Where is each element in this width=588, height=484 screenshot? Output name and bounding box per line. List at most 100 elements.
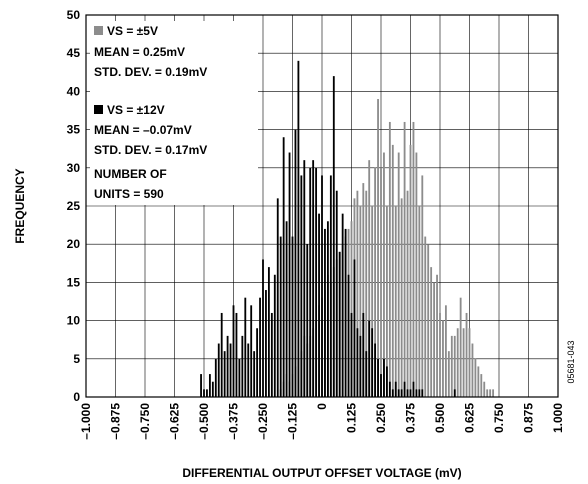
y-axis-label: FREQUENCY xyxy=(13,168,27,243)
histogram-bar xyxy=(385,206,388,397)
histogram-bar xyxy=(214,358,217,397)
y-tick-labels: 0 5 10 15 20 25 30 35 40 45 50 xyxy=(67,8,81,404)
histogram-bar xyxy=(211,381,214,397)
histogram-bar xyxy=(338,251,341,397)
histogram-bar xyxy=(474,358,477,397)
histogram-bar xyxy=(250,305,253,397)
y-tick-label: 15 xyxy=(67,275,81,289)
x-tick-label: –0.250 xyxy=(256,403,270,440)
y-tick-label: 0 xyxy=(73,390,80,404)
histogram-bar xyxy=(306,244,309,397)
histogram-bar xyxy=(241,335,244,397)
histogram-bar xyxy=(430,267,433,397)
histogram-bar xyxy=(377,358,379,397)
histogram-bar xyxy=(276,198,279,397)
histogram-bar xyxy=(427,244,430,397)
x-tick-label: –0.625 xyxy=(168,403,182,440)
histogram-bar xyxy=(433,282,436,397)
histogram-bar xyxy=(492,389,495,397)
histogram-bar xyxy=(397,152,400,397)
histogram-bar xyxy=(415,152,418,397)
histogram-bar xyxy=(388,381,391,397)
legend-swatch-vs12 xyxy=(94,105,103,114)
histogram-bar xyxy=(238,358,241,397)
histogram-bar xyxy=(409,389,412,397)
plot-frame xyxy=(85,14,559,398)
histogram-bar xyxy=(406,190,409,397)
histogram-bar xyxy=(394,381,397,397)
x-tick-label: 1.000 xyxy=(551,403,565,433)
legend: VS = ±5V MEAN = 0.25mV STD. DEV. = 0.19m… xyxy=(90,21,258,205)
histogram-bar xyxy=(453,335,456,397)
histogram-bar xyxy=(450,335,453,397)
annotation-number-of: NUMBER OF xyxy=(94,167,167,181)
x-tick-label: 0.125 xyxy=(345,403,359,433)
x-tick-label: 0 xyxy=(315,403,329,410)
x-tick-label: 0.625 xyxy=(463,403,477,433)
histogram-bar xyxy=(226,335,229,397)
histogram-bar xyxy=(480,374,483,397)
histogram-bar xyxy=(309,167,312,397)
histogram-bar xyxy=(206,389,208,397)
histogram-bar xyxy=(489,389,492,397)
histogram-bar xyxy=(483,381,486,397)
x-tick-label: 0.500 xyxy=(433,403,447,433)
histogram-bar xyxy=(371,206,374,397)
histogram-bar xyxy=(303,160,306,397)
histogram-bar xyxy=(468,328,471,397)
series-vs5-bars xyxy=(279,99,495,398)
histogram-bar xyxy=(297,60,300,398)
histogram-bar xyxy=(403,121,406,398)
y-tick-label: 45 xyxy=(67,46,81,60)
histogram-bar xyxy=(267,267,270,397)
histogram-bar xyxy=(282,137,285,398)
legend-mean-vs5: MEAN = 0.25mV xyxy=(94,45,185,59)
histogram-bar xyxy=(200,374,202,397)
legend-mean-vs12: MEAN = –0.07mV xyxy=(94,123,192,137)
histogram-bar xyxy=(359,335,362,397)
y-tick-label: 50 xyxy=(67,8,81,22)
histogram-bar xyxy=(262,259,264,397)
histogram-bar xyxy=(279,236,282,397)
histogram-bar xyxy=(409,144,412,397)
histogram-bar xyxy=(288,152,291,397)
histogram-bar xyxy=(400,389,403,397)
x-tick-label: –0.500 xyxy=(197,403,211,440)
histogram-bar xyxy=(332,76,335,398)
histogram-bar xyxy=(477,366,480,397)
histogram-bar xyxy=(285,221,288,397)
x-tick-labels: –1.000 –0.875 –0.750 –0.625 –0.500 –0.375 –0.2… xyxy=(79,403,565,440)
histogram-bar xyxy=(247,343,250,397)
histogram-bar xyxy=(388,121,391,398)
histogram-bar xyxy=(217,343,220,397)
histogram-bar xyxy=(324,228,326,397)
y-tick-label: 5 xyxy=(73,352,80,366)
histogram-bar xyxy=(244,297,247,397)
histogram-bar xyxy=(403,381,406,397)
histogram-bar xyxy=(344,228,347,397)
histogram-bar xyxy=(465,312,468,397)
histogram-bar xyxy=(394,206,397,397)
histogram-bar xyxy=(329,175,332,397)
legend-background xyxy=(90,21,258,205)
annotation-units: UNITS = 590 xyxy=(94,187,164,201)
histogram-bar xyxy=(368,320,371,397)
x-tick-label: –0.125 xyxy=(286,403,300,440)
histogram-bar xyxy=(471,343,474,397)
histogram-bar xyxy=(315,167,318,397)
histogram-bar xyxy=(456,328,459,397)
histogram-bar xyxy=(418,389,421,397)
histogram-bar xyxy=(356,190,359,397)
histogram-bar xyxy=(203,389,205,397)
histogram-bar xyxy=(318,213,320,397)
histogram-bar xyxy=(326,221,329,397)
histogram-bar xyxy=(256,328,259,397)
histogram-bar xyxy=(424,236,427,397)
histogram-bar xyxy=(486,389,489,397)
histogram-bar xyxy=(380,374,382,397)
histogram-bar xyxy=(265,290,267,397)
x-tick-label: –1.000 xyxy=(79,403,93,440)
x-tick-label: –0.750 xyxy=(138,403,152,440)
histogram-bar xyxy=(421,175,424,397)
x-tick-label: –0.375 xyxy=(227,403,241,440)
